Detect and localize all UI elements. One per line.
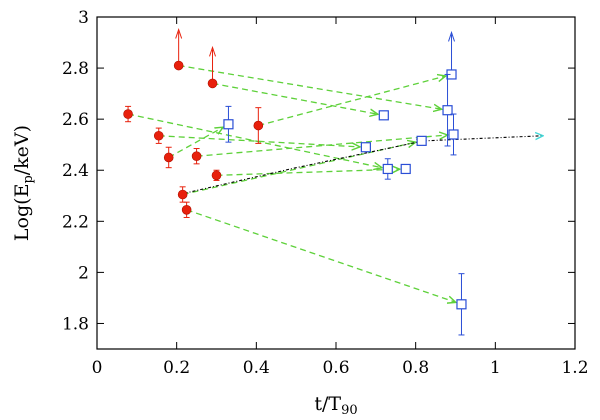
x-tick-labels: 0 0.2 0.4 0.6 0.8 1 1.2 — [92, 358, 589, 378]
early-epoch-series — [123, 27, 264, 218]
late-point — [416, 135, 427, 146]
x-tick-label: 0.4 — [243, 358, 270, 378]
connector-arrow — [216, 169, 400, 176]
average-track — [184, 136, 544, 194]
lower-limit-arrowhead — [209, 45, 216, 57]
late-point — [382, 163, 393, 175]
x-axis-title-subscript: 90 — [341, 403, 358, 418]
connector-arrow — [212, 82, 378, 114]
early-point — [177, 189, 188, 200]
y-tick-label: 2 — [78, 263, 89, 283]
connector-arrow — [158, 135, 360, 147]
y-tick-label: 1.8 — [62, 314, 89, 334]
lower-limit-arrowhead — [448, 30, 455, 42]
y-axis-title: Log(Ep/keV) — [11, 125, 36, 241]
lower-limit-arrowhead — [175, 27, 183, 39]
early-point — [173, 60, 184, 71]
y-tick-label: 3 — [78, 8, 89, 28]
late-point — [448, 129, 459, 140]
y-tick-label: 2.6 — [62, 110, 89, 130]
average-track-extension — [423, 136, 544, 142]
late-point — [400, 163, 411, 175]
late-point — [456, 299, 467, 310]
early-point — [163, 152, 174, 163]
y-tick-labels: 1.8 2 2.2 2.4 2.6 2.8 3 — [62, 8, 89, 334]
plot-frame — [96, 16, 576, 350]
late-point — [442, 105, 453, 116]
connector-arrow — [127, 113, 382, 168]
connector-arrow — [168, 127, 224, 159]
average-track-line — [184, 141, 424, 194]
x-tick-label: 0 — [92, 358, 103, 378]
late-point — [378, 110, 389, 121]
connector-arrows — [127, 64, 456, 303]
early-point — [253, 120, 264, 131]
connector-arrow — [196, 135, 448, 157]
connector-arrow — [178, 64, 442, 110]
x-tick-label: 0.2 — [163, 358, 190, 378]
y-tick-label: 2.4 — [62, 161, 89, 181]
early-point — [207, 78, 218, 89]
early-point — [211, 170, 222, 181]
early-point — [181, 205, 192, 215]
late-epoch-series — [223, 30, 467, 336]
late-point — [223, 119, 234, 130]
y-tick-label: 2.8 — [62, 59, 89, 79]
x-axis-title: t/T90 — [314, 393, 357, 418]
connector-arrow — [186, 209, 456, 303]
late-point — [360, 142, 371, 153]
early-point — [191, 151, 202, 161]
x-tick-label: 1.2 — [561, 358, 588, 378]
y-tick-label: 2.2 — [62, 212, 89, 232]
early-point — [153, 130, 164, 141]
early-point — [123, 109, 133, 119]
connector-arrow — [258, 76, 445, 127]
x-tick-label: 1 — [490, 358, 501, 378]
y-axis-title-subscript: p — [21, 175, 36, 183]
x-tick-label: 0.6 — [322, 358, 349, 378]
axis-ticks — [96, 16, 576, 349]
x-tick-label: 0.8 — [402, 358, 429, 378]
